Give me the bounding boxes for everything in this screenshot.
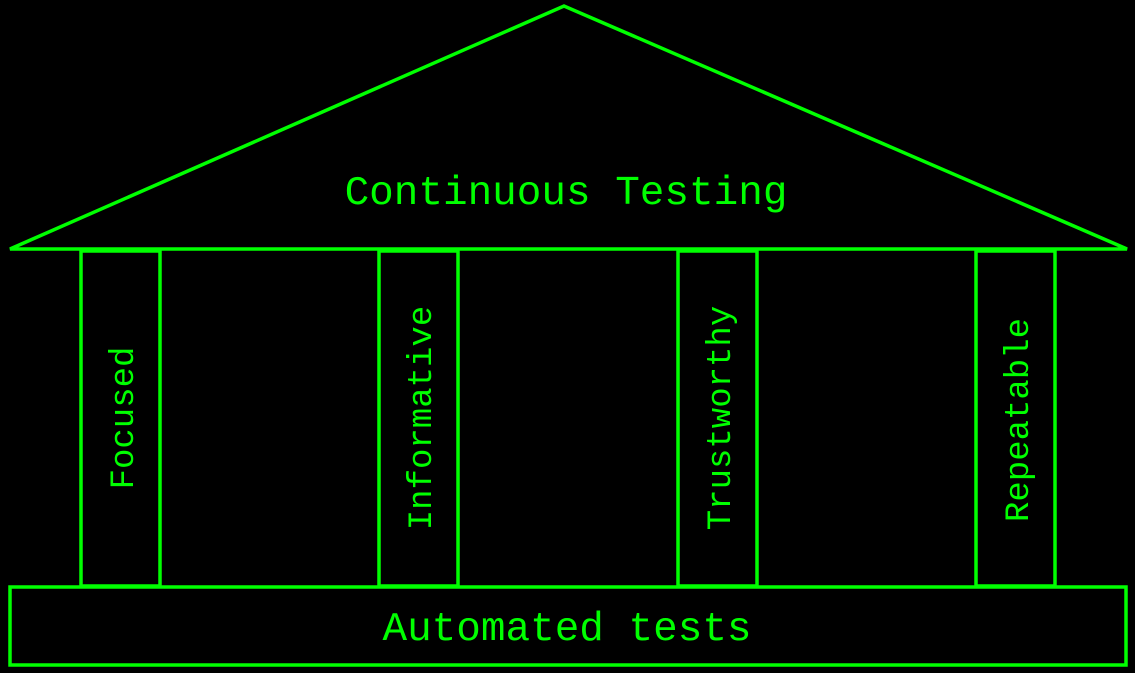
pillar-informative: Informative: [377, 249, 460, 588]
pillar-repeatable-label: Repeatable: [1001, 318, 1039, 522]
pillar-focused-label: Focused: [106, 347, 144, 490]
base: Automated tests: [8, 585, 1128, 667]
roof: Continuous Testing: [9, 4, 1128, 251]
pillar-trustworthy: Trustworthy: [676, 249, 759, 588]
pillars: Focused Informative Trustworthy Repeatab…: [79, 249, 1057, 588]
base-frame: [8, 585, 1128, 667]
roof-triangle: [9, 4, 1128, 251]
pillar-informative-label: Informative: [404, 306, 442, 530]
pillar-focused: Focused: [79, 249, 162, 588]
base-label: Automated tests: [382, 607, 751, 653]
roof-label: Continuous Testing: [345, 171, 788, 217]
pillar-repeatable: Repeatable: [974, 249, 1057, 588]
pillar-trustworthy-label: Trustworthy: [703, 306, 741, 530]
